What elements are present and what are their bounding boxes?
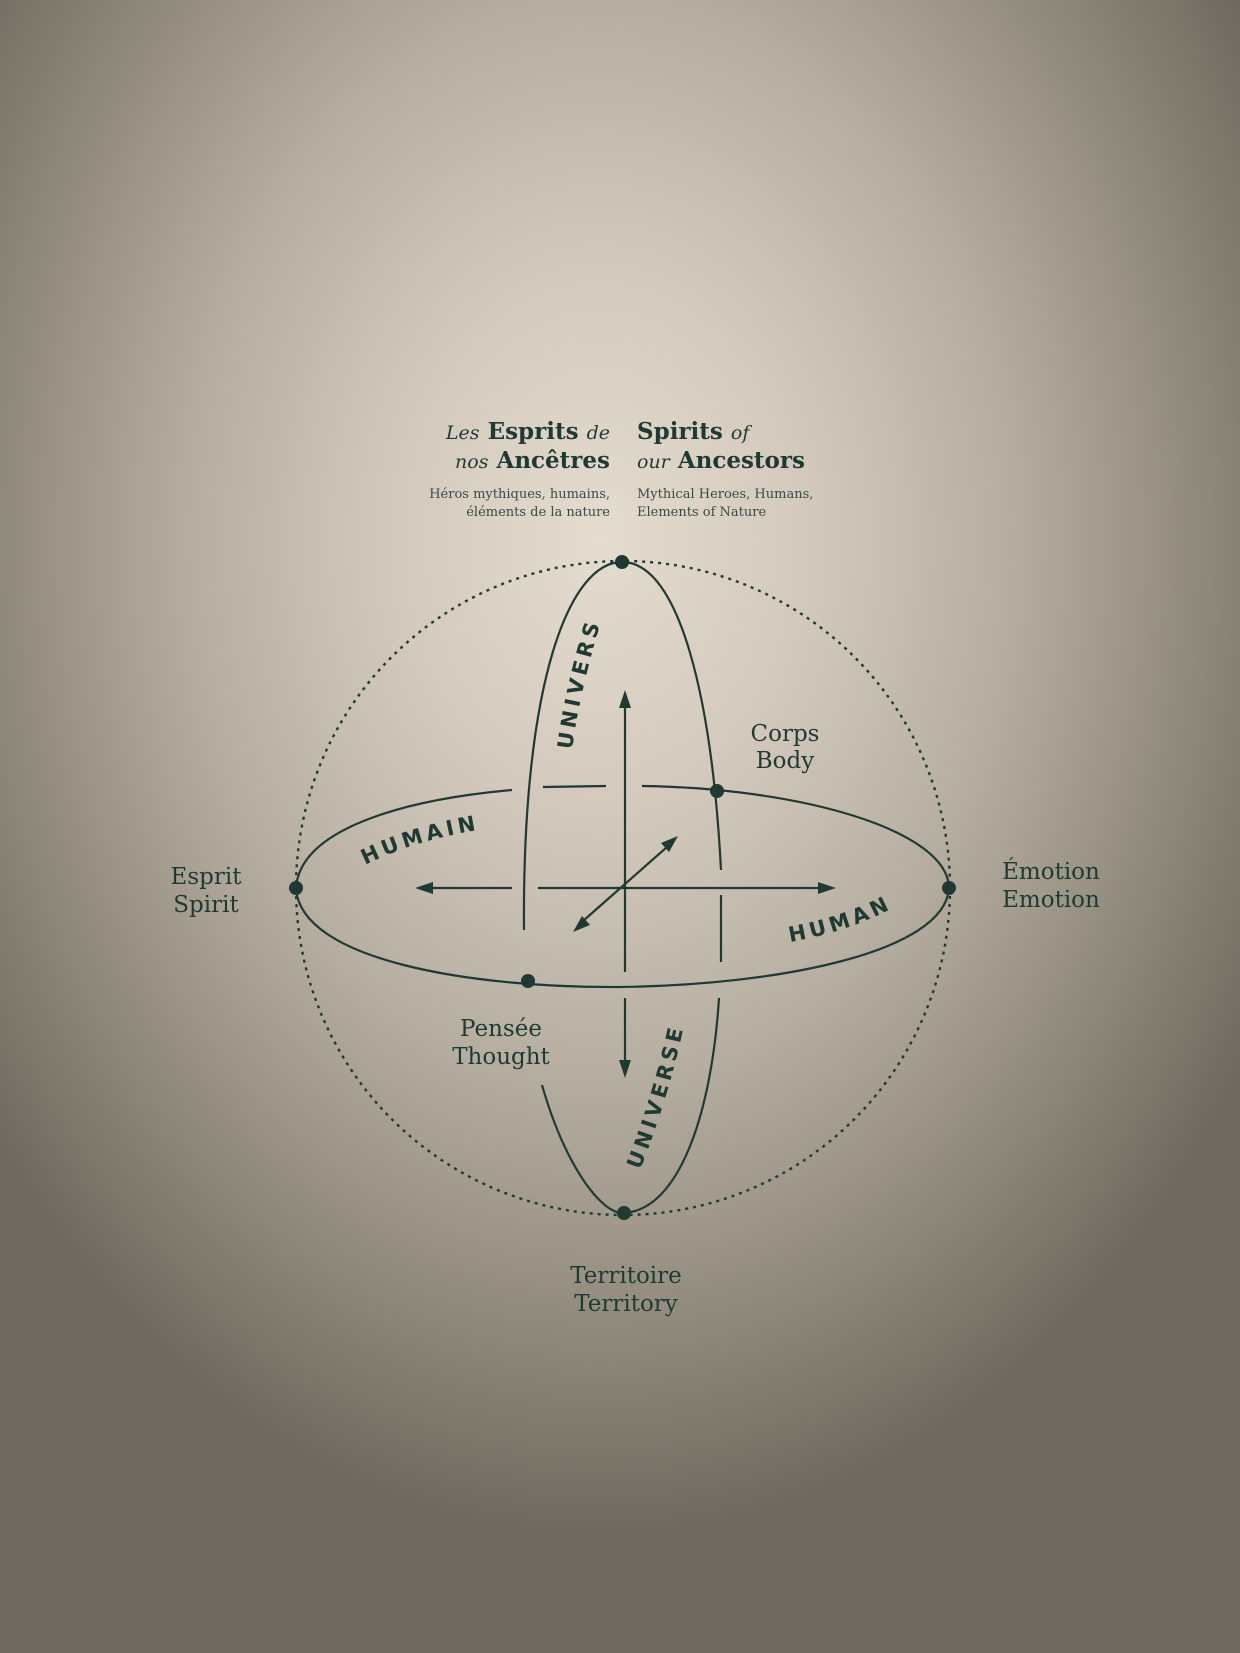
central-axes: [415, 690, 836, 1078]
label-humain: HUMAIN: [357, 811, 481, 870]
horizontal-ring-upper-right: [641, 784, 951, 889]
horizontal-ring-upper-left: [294, 788, 513, 889]
arrow-right-head: [818, 882, 836, 894]
horizontal-ring-upper-mid: [542, 784, 607, 789]
title-fr-de: de: [586, 422, 610, 444]
pole-bottom-en: Territory: [574, 1291, 678, 1317]
pole-right-fr: Émotion: [1002, 858, 1100, 885]
pole-left-fr: Esprit: [171, 864, 243, 890]
title-fr-nos: nos: [455, 451, 489, 473]
label-humain-path: HUMAIN: [357, 811, 477, 870]
horizontal-ring: [294, 784, 951, 989]
subtitle-fr-line2: éléments de la nature: [466, 505, 610, 520]
vertical-ring-right-upper: [621, 560, 723, 871]
node-corps: [710, 784, 724, 798]
arrow-down-head: [619, 1060, 631, 1078]
vertical-ring-left-lower: [540, 1084, 623, 1215]
title-fr-esprits: Esprits: [487, 418, 579, 445]
subtitle-french: Héros mythiques, humains, éléments de la…: [429, 486, 610, 522]
title-en-our: our: [637, 451, 670, 473]
pole-left-en: Spirit: [173, 892, 239, 918]
node-top: [615, 555, 629, 569]
vertical-ring-right-lower: [621, 997, 721, 1215]
title-french: Les Esprits de nos Ancêtres Héros mythiq…: [429, 418, 610, 522]
subtitle-english: Mythical Heroes, Humans, Elements of Nat…: [637, 486, 813, 522]
label-human: HUMAN: [786, 891, 895, 947]
title-en-ancestors: Ancestors: [677, 447, 805, 474]
title-french-line1: Les Esprits de: [429, 418, 610, 447]
arrow-up-head: [619, 690, 631, 708]
horizontal-ring-lower: [294, 887, 951, 989]
label-corps-fr: Corps: [751, 721, 820, 747]
label-univers: UNIVERS: [553, 616, 606, 751]
diagonal-axis: [582, 846, 668, 922]
vertical-ring-left-upper: [522, 560, 623, 931]
label-human-path: HUMAN: [786, 891, 891, 947]
pole-right-en: Emotion: [1002, 887, 1100, 913]
nodes: [289, 555, 956, 1220]
node-pensee: [521, 974, 535, 988]
node-bottom: [617, 1206, 631, 1220]
vertical-ring: [522, 560, 723, 1215]
title-fr-les: Les: [445, 422, 480, 444]
title-english-line1: Spirits of: [637, 418, 813, 447]
title-en-spirits: Spirits: [637, 418, 723, 445]
title-english-line2: our Ancestors: [637, 447, 813, 476]
title-en-of: of: [730, 422, 750, 444]
subtitle-en-line2: Elements of Nature: [637, 505, 767, 520]
title-fr-ancetres: Ancêtres: [496, 447, 610, 474]
label-pensee-fr: Pensée: [460, 1016, 542, 1042]
subtitle-fr-line1: Héros mythiques, humains,: [429, 487, 610, 502]
label-universe-path: UNIVERSE: [622, 1022, 685, 1172]
subtitle-en-line1: Mythical Heroes, Humans,: [637, 487, 814, 502]
label-pensee-en: Thought: [452, 1044, 550, 1070]
arrow-diagonal-up-head: [661, 836, 678, 852]
title-french-line2: nos Ancêtres: [429, 447, 610, 476]
title-english: Spirits of our Ancestors Mythical Heroes…: [637, 418, 813, 522]
node-left: [289, 881, 303, 895]
label-universe: UNIVERSE: [622, 1022, 689, 1172]
pole-bottom-fr: Territoire: [570, 1263, 682, 1289]
label-corps-en: Body: [756, 748, 814, 774]
arrow-left-head: [415, 882, 433, 894]
arrow-diagonal-down-head: [573, 916, 590, 932]
node-right: [942, 881, 956, 895]
label-univers-path: UNIVERS: [553, 616, 602, 751]
